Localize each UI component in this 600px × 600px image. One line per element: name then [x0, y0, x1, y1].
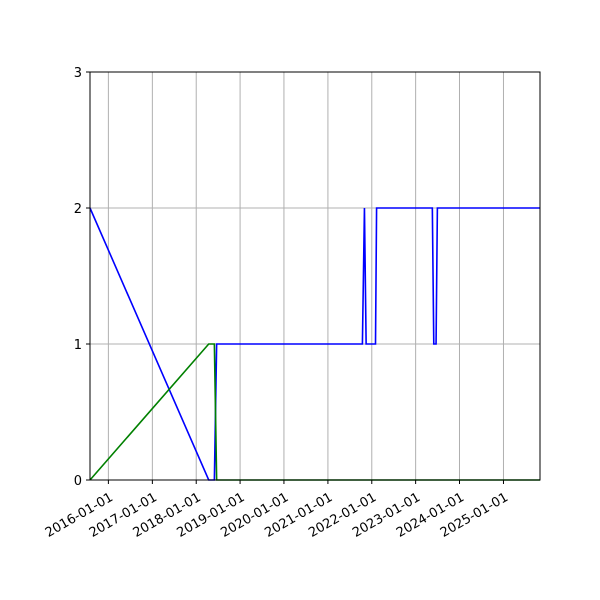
y-tick-label: 1	[74, 338, 82, 353]
axes-layer	[89, 71, 541, 481]
y-tick-label: 2	[74, 202, 82, 217]
series-line-1	[89, 207, 540, 481]
grid-layer	[90, 71, 540, 481]
plot-frame	[89, 71, 541, 481]
y-tick-label: 3	[74, 66, 82, 81]
y-tick-label: 0	[74, 474, 82, 489]
ticks-layer: 2016-01-012017-01-012018-01-012019-01-01…	[43, 66, 511, 541]
